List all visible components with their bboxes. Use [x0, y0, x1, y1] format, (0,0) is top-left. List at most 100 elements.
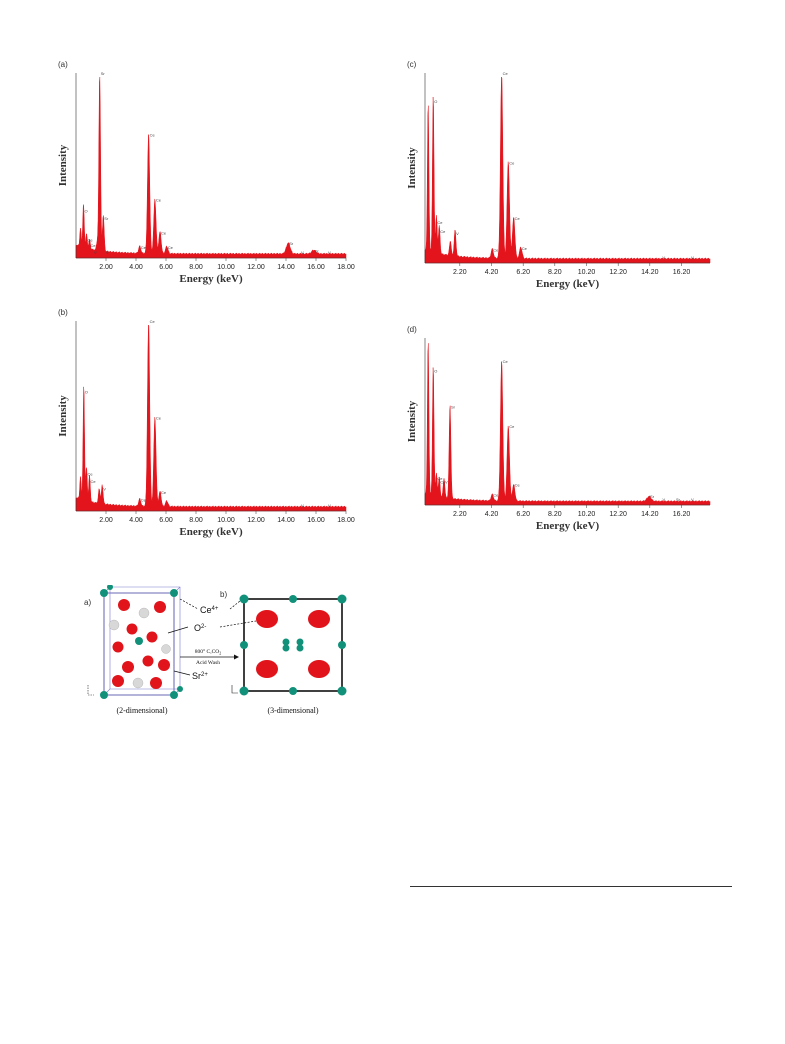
peak-marker-label: V: [663, 497, 666, 502]
o-atom: [256, 660, 278, 678]
spectrum-panel-a: (a) Intensity O Ce Ce Sr Sr Ce Ce Ce Ce Ce Sr Sr V V V V 2…: [40, 55, 360, 300]
peak-label: Sr: [650, 494, 655, 499]
x-tick-label: 10.20: [578, 511, 596, 518]
x-tick-label: 16.00: [307, 517, 325, 524]
ce-atom: [100, 589, 108, 597]
spectrum-series: [75, 324, 347, 512]
ce-atom: [239, 594, 249, 604]
x-axis-title: Energy (keV): [536, 278, 600, 290]
x-tick-label: 2.20: [453, 269, 467, 276]
x-tick-label: 12.00: [247, 264, 265, 271]
peak-marker-label: V: [663, 255, 666, 260]
spectrum-panel-b: (b) Intensity O Ce Ce V Ce Ce Ce Ce V V 2.00 4.00 6.00…: [40, 303, 360, 548]
peak-label: V: [456, 231, 459, 236]
peak-label: O: [85, 390, 88, 395]
peak-marker-label: V: [106, 250, 109, 255]
ce-atom: [170, 589, 178, 597]
panel-label: (c): [407, 60, 417, 69]
x-tick-label: 2.00: [99, 264, 113, 271]
peak-label: V: [103, 486, 106, 491]
x-axis-title: Energy (keV): [179, 273, 243, 285]
spectrum-series: [424, 343, 711, 506]
x-tick-label: 16.00: [307, 264, 325, 271]
o-atom: [158, 659, 170, 671]
o-atom: [126, 623, 138, 635]
spectrum-series: [424, 76, 711, 264]
peak-label: Ce: [141, 498, 147, 503]
x-tick-label: 10.20: [578, 269, 596, 276]
x-tick-label: 12.00: [247, 517, 265, 524]
x-axis-title: Energy (keV): [179, 526, 243, 538]
peak-label: Ce: [515, 216, 521, 221]
peak-label: Ce: [161, 230, 167, 235]
x-tick-label: 8.20: [548, 511, 562, 518]
peak-label: Ce: [437, 220, 443, 225]
ce-atom: [135, 637, 143, 645]
spectrum-chart-b: (b) Intensity O Ce Ce V Ce Ce Ce Ce V V 2.00 4.00 6.00…: [57, 308, 355, 538]
peak-label: O: [434, 99, 437, 104]
peak-label: Sr: [104, 216, 109, 221]
y-axis-title: Intensity: [406, 147, 418, 189]
sr-atom: [108, 619, 120, 631]
o-atom: [308, 610, 330, 628]
ce-atom: [338, 641, 346, 649]
o-atom: [308, 660, 330, 678]
o-atom: [142, 655, 154, 667]
x-tick-label: 14.20: [641, 269, 659, 276]
o-atom: [150, 677, 162, 689]
x-tick-label: 4.20: [485, 269, 499, 276]
unit-cell-3d: [231, 594, 347, 696]
ce-atom: [177, 686, 183, 692]
o-atom: [256, 610, 278, 628]
ce-atom: [296, 638, 304, 646]
y-axis-title: Intensity: [57, 144, 69, 186]
peak-label: Ce: [503, 359, 509, 364]
x-tick-label: 18.00: [337, 517, 355, 524]
x-tick-label: 14.00: [277, 517, 295, 524]
spectrum-chart-c: (c) Intensity O Ce Ce V Ce Ce Ce Ce Ce V V 2.20 4.20 6.…: [406, 60, 711, 290]
peak-label: Ce: [88, 472, 94, 477]
panel-label-a: a): [84, 598, 91, 607]
peak-label: O: [434, 369, 437, 374]
peak-label: Ce: [91, 479, 97, 484]
x-tick-label: 14.20: [641, 511, 659, 518]
x-tick-label: 18.00: [337, 264, 355, 271]
ce-atom: [282, 644, 290, 652]
x-tick-label: 6.20: [516, 269, 530, 276]
separator-rule: [410, 886, 732, 887]
peak-label: Ce: [509, 160, 515, 165]
x-tick-label: 10.00: [217, 517, 235, 524]
x-tick-label: 8.00: [189, 264, 203, 271]
spectrum-panel-d: (d) Intensity O Ce Ce Sr V Ce Ce Ce Ce Sr V Sr V 2.20 4.…: [395, 320, 725, 540]
x-tick-label: 6.20: [516, 511, 530, 518]
ce-atom: [100, 691, 108, 699]
o-atom: [118, 599, 130, 611]
peak-label: Ce: [515, 483, 521, 488]
sr-atom: [138, 607, 150, 619]
ce-atom: [289, 595, 297, 603]
peak-label: Ce: [141, 245, 147, 250]
ce-atom: [170, 691, 178, 699]
ce-legend-label: Ce4+: [200, 605, 219, 615]
peak-marker-label: V: [94, 250, 97, 255]
o-atom: [112, 641, 124, 653]
o-legend-label: O2-: [194, 623, 206, 633]
y-axis-title: Intensity: [57, 395, 69, 437]
x-tick-label: 6.00: [159, 517, 173, 524]
peak-label: Ce: [156, 198, 162, 203]
peak-label: V: [445, 479, 448, 484]
x-tick-label: 8.20: [548, 269, 562, 276]
caption-3d: (3-dimensional): [267, 706, 318, 715]
peak-label: Ce: [91, 243, 97, 248]
panel-label: (d): [407, 325, 417, 334]
ce-atom: [296, 644, 304, 652]
x-tick-label: 14.00: [277, 264, 295, 271]
ce-atom: [337, 686, 347, 696]
ce-atom: [282, 638, 290, 646]
peak-label: Ce: [88, 238, 94, 243]
o-atom: [146, 631, 158, 643]
ce-atom: [289, 687, 297, 695]
x-tick-label: 16.20: [673, 511, 691, 518]
unit-cell-2d: [87, 585, 183, 699]
